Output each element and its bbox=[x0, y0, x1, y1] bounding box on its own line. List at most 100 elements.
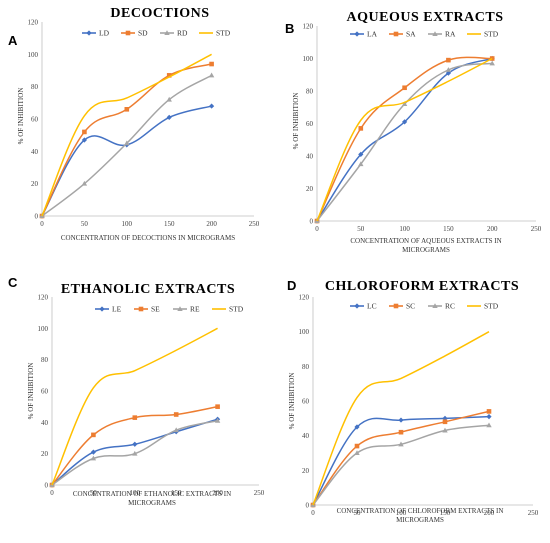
data-point-sd bbox=[166, 73, 172, 78]
legend: LD SD RD STD bbox=[82, 29, 231, 38]
x-axis-label: CONCENTRATION OF DECOCTIONS IN MICROGRAM… bbox=[61, 234, 235, 242]
data-point-re bbox=[173, 427, 179, 433]
legend-label: STD bbox=[216, 29, 231, 38]
y-tick-label: 0 bbox=[45, 482, 49, 490]
y-tick-label: 120 bbox=[303, 23, 314, 31]
data-point-re bbox=[214, 417, 221, 423]
x-axis-label: CONCENTRATION OF ETHANOLIC EXTRACTS IN MI… bbox=[73, 490, 231, 507]
legend-label: RD bbox=[177, 29, 188, 38]
legend-label: STD bbox=[229, 305, 244, 314]
x-tick-label: 200 bbox=[206, 220, 217, 228]
x-tick-label: 50 bbox=[90, 489, 98, 497]
legend-label: SD bbox=[138, 29, 148, 38]
y-tick-label: 20 bbox=[31, 180, 39, 188]
data-point-sc bbox=[486, 409, 492, 414]
data-point-rd bbox=[208, 72, 215, 78]
y-tick-label: 60 bbox=[41, 388, 49, 396]
legend-label: LC bbox=[367, 302, 377, 311]
data-point-sd bbox=[82, 129, 87, 135]
x-tick-label: 250 bbox=[249, 220, 260, 228]
series-line-lc bbox=[312, 415, 490, 506]
chart-panel-b: B AQUEOUS EXTRACTS 0 50 100 150 200 250 0 20 40 60 8… bbox=[285, 10, 542, 254]
x-tick-label: 250 bbox=[531, 225, 542, 233]
data-point-ra bbox=[401, 101, 408, 106]
data-point-rc bbox=[398, 441, 404, 447]
series-line-std bbox=[312, 331, 490, 506]
data-point-le bbox=[132, 441, 138, 447]
data-point-ld bbox=[81, 137, 87, 143]
series-line-sc bbox=[312, 410, 490, 506]
x-tick-label: 100 bbox=[130, 489, 141, 497]
legend-marker bbox=[125, 30, 131, 36]
legend-marker bbox=[138, 306, 144, 312]
x-tick-label: 100 bbox=[399, 225, 410, 233]
data-point-ra bbox=[358, 161, 364, 167]
legend-marker bbox=[354, 303, 360, 309]
x-tick-label: 0 bbox=[311, 509, 315, 517]
x-tick-label: 0 bbox=[315, 225, 319, 233]
data-point-se bbox=[215, 404, 220, 409]
series-line-sd bbox=[41, 63, 212, 217]
y-tick-label: 0 bbox=[310, 218, 314, 226]
data-point-ld bbox=[209, 103, 215, 109]
chart-title: AQUEOUS EXTRACTS bbox=[347, 10, 504, 25]
y-tick-label: 40 bbox=[306, 153, 314, 161]
y-tick-label: 100 bbox=[299, 328, 310, 336]
legend-label: LD bbox=[99, 29, 110, 38]
legend-label: STD bbox=[484, 30, 499, 39]
y-tick-label: 120 bbox=[28, 19, 39, 27]
y-tick-label: 80 bbox=[41, 356, 49, 364]
x-tick-label: 250 bbox=[254, 489, 265, 497]
data-point-rc bbox=[442, 427, 448, 433]
y-tick-label: 100 bbox=[38, 325, 49, 333]
data-point-la bbox=[402, 119, 408, 125]
data-point-ra bbox=[445, 67, 452, 72]
y-tick-label: 40 bbox=[302, 432, 310, 440]
data-point-lc bbox=[486, 414, 492, 420]
legend: LC SC RC STD bbox=[350, 302, 499, 311]
chart-title: CHLOROFORM EXTRACTS bbox=[325, 279, 519, 294]
data-point-re bbox=[132, 450, 138, 456]
y-tick-label: 0 bbox=[306, 502, 310, 510]
y-tick-label: 20 bbox=[302, 467, 310, 475]
legend-marker bbox=[393, 31, 399, 37]
data-point-se bbox=[173, 412, 179, 417]
y-tick-label: 80 bbox=[302, 363, 310, 371]
data-point-ld bbox=[166, 114, 172, 120]
legend-marker bbox=[177, 306, 183, 311]
legend-label: LE bbox=[112, 305, 122, 314]
data-point-sd bbox=[209, 61, 214, 67]
x-tick-label: 250 bbox=[528, 509, 539, 517]
y-tick-label: 100 bbox=[28, 51, 39, 59]
data-point-rd bbox=[81, 180, 88, 186]
data-point-re bbox=[90, 455, 97, 461]
data-point-la bbox=[358, 151, 364, 157]
data-point-ra bbox=[489, 60, 495, 66]
data-point-lc bbox=[354, 424, 360, 430]
chart-panel-d: D CHLOROFORM EXTRACTS 0 50 100 150 200 250 0 20 40… bbox=[287, 278, 539, 524]
data-point-se bbox=[132, 415, 138, 420]
series-line-la bbox=[316, 57, 493, 222]
data-point-sc bbox=[398, 429, 404, 435]
x-tick-label: 150 bbox=[443, 225, 454, 233]
data-point-sa bbox=[446, 57, 451, 63]
x-tick-label: 200 bbox=[484, 509, 495, 517]
data-point-la bbox=[445, 70, 451, 76]
y-tick-label: 60 bbox=[31, 116, 39, 124]
x-axis-label: CONCENTRATION OF CHLOROFORM EXTRACTS IN M… bbox=[337, 507, 504, 524]
legend-marker bbox=[393, 303, 399, 309]
series-line-sa bbox=[316, 56, 493, 222]
x-tick-label: 150 bbox=[440, 509, 451, 517]
x-tick-label: 200 bbox=[212, 489, 223, 497]
legend-marker bbox=[432, 31, 438, 36]
y-tick-label: 60 bbox=[302, 398, 310, 406]
y-tick-label: 40 bbox=[41, 419, 49, 427]
legend-label: LA bbox=[367, 30, 378, 39]
data-point-sa bbox=[402, 85, 407, 91]
panel-letter: A bbox=[8, 33, 18, 48]
chart-panel-a: A DECOCTIONS 0 50 100 150 200 250 0 20 40 60 80 100 12… bbox=[8, 6, 260, 242]
x-tick-label: 100 bbox=[122, 220, 133, 228]
y-tick-label: 80 bbox=[306, 88, 314, 96]
legend-label: RA bbox=[445, 30, 456, 39]
legend: LA SA RA STD bbox=[350, 30, 499, 39]
